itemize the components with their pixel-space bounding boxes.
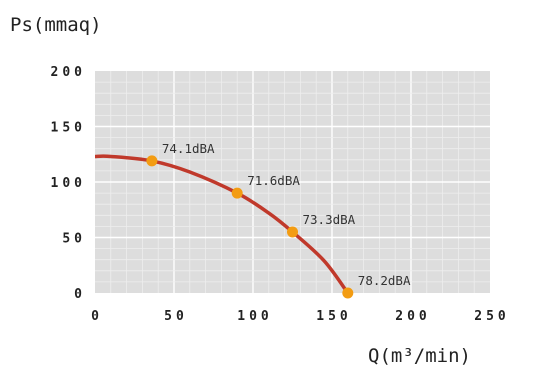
data-point-marker xyxy=(287,226,298,238)
data-point-marker xyxy=(146,155,158,167)
y-tick-label: 150 xyxy=(51,121,86,136)
x-tick-label: 150 xyxy=(316,309,351,324)
x-tick-label: 50 xyxy=(164,309,188,324)
x-tick-label: 200 xyxy=(395,309,430,324)
y-tick-label: 0 xyxy=(74,287,86,302)
grid xyxy=(95,71,490,293)
y-tick-label: 200 xyxy=(51,65,86,80)
data-point-label: 78.2dBA xyxy=(358,273,411,288)
data-points: 74.1dBA 71.6dBA 73.3dBA 78.2dBA xyxy=(146,141,411,299)
y-axis-title: Ps(mmaq) xyxy=(10,14,102,36)
data-point-marker xyxy=(342,287,354,299)
x-tick-label: 100 xyxy=(237,309,272,324)
x-axis-ticks: 0 50 100 150 200 250 xyxy=(91,309,509,324)
data-point-label: 71.6dBA xyxy=(247,173,300,188)
data-point-label: 74.1dBA xyxy=(162,141,215,156)
x-tick-label: 250 xyxy=(474,309,509,324)
y-tick-label: 50 xyxy=(62,232,86,247)
data-point-label: 73.3dBA xyxy=(303,212,356,227)
data-point-marker xyxy=(231,187,243,199)
x-axis-title: Q(m³/min) xyxy=(368,345,471,365)
y-axis-ticks: 0 50 100 150 200 xyxy=(51,65,86,302)
x-tick-label: 0 xyxy=(91,309,103,324)
y-tick-label: 100 xyxy=(51,176,86,191)
